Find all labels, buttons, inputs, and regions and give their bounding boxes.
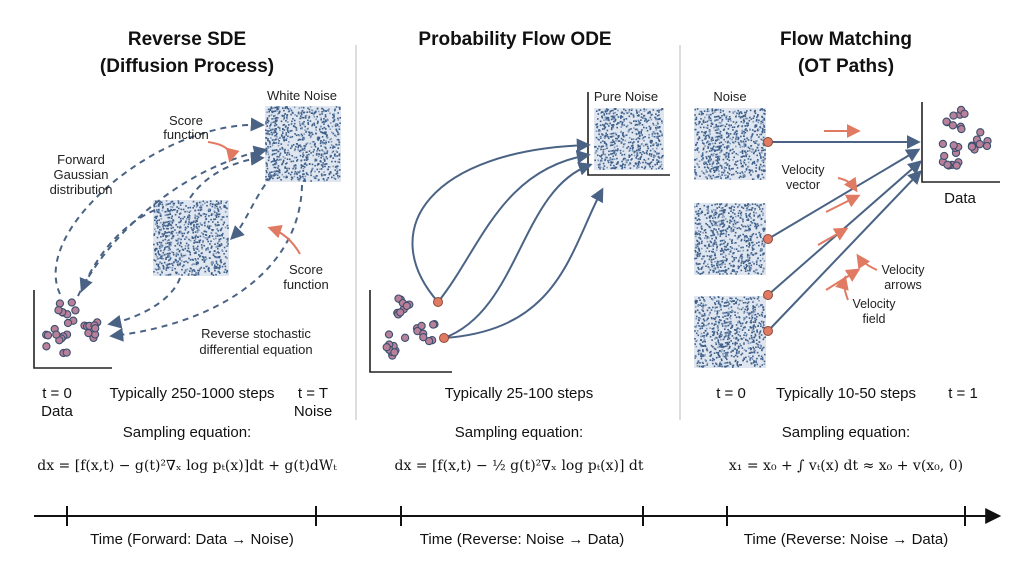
reverse-sde-label-2: differential equation [199, 342, 312, 357]
fm-steps: Typically 10-50 steps [776, 385, 916, 402]
fm-equation: x₁ = x₀ + ∫ vₜ(x) dt ≈ x₀ + v(x₀, 0) [729, 458, 963, 474]
ode-data-cluster-2 [412, 320, 439, 346]
sde-data-label: Data [41, 403, 73, 420]
fm-start-point-3 [763, 290, 773, 300]
sde-equation: dx = [f(x,t) − g(t)²∇ₓ log pₜ(x)]dt + g(… [37, 458, 337, 474]
timeline-reverse-label-2: Time (Reverse: Noise → Data) [744, 531, 949, 548]
pure-noise-square [594, 108, 664, 170]
ode-steps: Typically 25-100 steps [445, 385, 593, 402]
fm-noise-square-2 [694, 203, 766, 275]
score-top-label-2: function [163, 127, 209, 142]
fm-velocity-arrows [817, 124, 878, 301]
pure-noise-label: Pure Noise [594, 89, 658, 104]
fm-noise-square-1 [694, 108, 766, 180]
sde-data-cluster-1 [54, 298, 80, 328]
sde-tT: t = T [298, 385, 328, 402]
ode-data-axes [369, 290, 452, 373]
fm-title-line1: Flow Matching [780, 29, 912, 50]
fm-start-point-2 [763, 234, 773, 244]
fm-noise-square-3 [694, 296, 766, 368]
velocity-vector-label-1: Velocity [781, 163, 825, 177]
timeline: Time (Forward: Data → Noise) Time (Rever… [34, 506, 1002, 548]
fm-t1: t = 1 [948, 385, 978, 402]
ode-data-cluster-1 [393, 294, 414, 319]
fm-noise-label: Noise [713, 89, 746, 104]
fm-data-axes [921, 102, 1000, 183]
fm-data-cluster-3 [938, 139, 963, 170]
ode-sampling-label: Sampling equation: [455, 424, 583, 441]
white-noise-label: White Noise [267, 88, 337, 103]
sde-title-line2: (Diffusion Process) [100, 56, 274, 77]
score-right-arrow [267, 224, 301, 255]
velocity-arrows-label-2: arrows [884, 278, 922, 292]
ode-start-point-2 [439, 333, 449, 343]
sde-sampling-label: Sampling equation: [123, 424, 251, 441]
sde-steps: Typically 250-1000 steps [109, 385, 274, 402]
white-noise-square [265, 106, 341, 182]
velocity-field-label-2: field [863, 312, 886, 326]
timeline-forward-label: Time (Forward: Data → Noise) [90, 531, 294, 548]
fm-start-point-1 [763, 137, 773, 147]
sde-flow-curves [54, 117, 303, 342]
fm-title-line2: (OT Paths) [798, 56, 894, 77]
fm-data-cluster-1 [942, 105, 969, 134]
velocity-vector-label-2: vector [786, 178, 820, 192]
score-right-label-2: function [283, 277, 329, 292]
ode-data-cluster-3 [382, 330, 410, 360]
ode-flow-curves [411, 138, 604, 339]
fm-data-cluster-2 [967, 128, 992, 154]
reverse-sde-label-1: Reverse stochastic [201, 326, 311, 341]
sde-title-line1: Reverse SDE [128, 29, 246, 50]
timeline-ticks [66, 506, 966, 526]
ode-start-point-1 [433, 297, 443, 307]
panel-reverse-sde: Reverse SDE (Diffusion Process) White No… [33, 29, 341, 474]
panel-flow-matching: Flow Matching (OT Paths) Noise Data [694, 29, 1000, 474]
fm-t0: t = 0 [716, 385, 746, 402]
velocity-field-label-1: Velocity [852, 297, 896, 311]
ode-title: Probability Flow ODE [418, 29, 611, 50]
score-top-arrow [207, 141, 240, 163]
score-top-label-1: Score [169, 113, 203, 128]
sde-data-cluster-3 [42, 324, 72, 358]
sde-data-cluster-2 [80, 318, 102, 343]
sde-noise-label: Noise [294, 403, 332, 420]
forward-label-2: Gaussian [54, 167, 109, 182]
mid-noise-square [153, 200, 229, 276]
score-right-label-1: Score [289, 262, 323, 277]
ode-equation: dx = [f(x,t) − ½ g(t)²∇ₓ log pₜ(x)] dt [394, 458, 643, 474]
sde-data-axes [33, 290, 112, 369]
fm-sampling-label: Sampling equation: [782, 424, 910, 441]
sde-t0: t = 0 [42, 385, 72, 402]
fm-flow-lines [767, 135, 923, 332]
panel-ode: Probability Flow ODE Pure Noise Typicall… [369, 29, 670, 474]
fm-data-label: Data [944, 190, 976, 207]
forward-label-3: distribution [50, 182, 113, 197]
velocity-arrows-label-1: Velocity [881, 263, 925, 277]
timeline-reverse-label-1: Time (Reverse: Noise → Data) [420, 531, 625, 548]
fm-start-point-4 [763, 326, 773, 336]
forward-label-1: Forward [57, 152, 105, 167]
